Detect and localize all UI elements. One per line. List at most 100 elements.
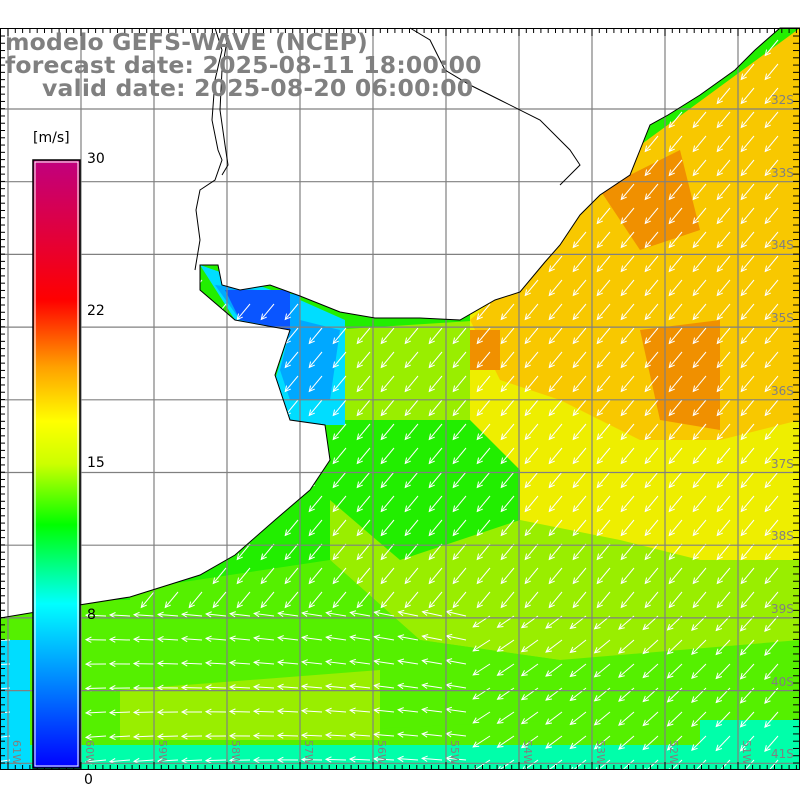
wind-arrow	[500, 567, 515, 585]
wind-arrow	[572, 495, 587, 513]
wind-arrow	[212, 567, 227, 585]
wind-arrow	[308, 567, 323, 585]
border-line-2	[409, 27, 581, 186]
wind-arrow	[692, 567, 707, 585]
wind-arrow	[668, 303, 683, 321]
wind-arrow	[308, 375, 323, 393]
longitude-label: 53W	[594, 740, 607, 765]
latitude-label: 34S	[771, 238, 794, 253]
wind-arrow	[325, 610, 347, 617]
wind-arrow	[500, 471, 515, 489]
wind-arrow	[204, 635, 227, 642]
wind-arrow	[404, 591, 419, 609]
wind-arrow	[620, 471, 635, 489]
wind-arrow	[180, 708, 203, 716]
title-valid-date: valid date: 2025-08-20 06:00:00	[42, 74, 474, 102]
wind-arrow	[716, 159, 731, 177]
wind-arrow	[668, 423, 683, 441]
wind-arrow	[692, 519, 707, 537]
wind-arrow	[180, 611, 203, 618]
wind-arrow	[764, 303, 779, 321]
wind-arrow	[572, 303, 587, 321]
wind-arrow	[180, 684, 203, 691]
wind-arrow	[716, 327, 731, 345]
wind-arrow	[108, 733, 131, 741]
wind-arrow	[524, 423, 539, 441]
wind-arrow	[476, 423, 491, 441]
wind-arrow	[716, 567, 731, 585]
wind-arrow	[156, 635, 179, 643]
wind-arrow	[356, 543, 371, 561]
wind-arrow	[644, 375, 659, 393]
wind-arrow	[668, 135, 683, 153]
wind-arrow	[740, 279, 755, 297]
colorbar-unit: [m/s]	[33, 130, 70, 146]
wind-arrow	[308, 351, 323, 369]
wind-arrow	[284, 567, 299, 585]
wind-arrow	[476, 447, 491, 465]
wind-arrow	[300, 756, 323, 763]
longitude-label: 60W	[83, 740, 96, 765]
wind-arrow	[452, 375, 467, 393]
wind-arrow	[740, 255, 755, 273]
wind-arrow	[716, 423, 731, 441]
wind-arrow	[692, 135, 707, 153]
wind-arrow	[620, 279, 635, 297]
wind-arrow	[644, 447, 659, 465]
wind-arrow	[500, 351, 515, 369]
wind-arrow	[373, 634, 395, 641]
wind-arrow	[740, 351, 755, 369]
wind-arrow	[308, 495, 323, 513]
wind-arrow	[348, 731, 371, 739]
wind-arrow	[644, 183, 659, 201]
wind-arrow	[84, 660, 107, 668]
wind-arrow	[620, 447, 635, 465]
wind-arrow	[380, 495, 395, 513]
wind-arrow	[476, 303, 491, 321]
wind-arrow	[620, 423, 635, 441]
wind-arrow	[380, 471, 395, 489]
wind-arrow	[644, 543, 659, 561]
wind-arrow	[572, 567, 587, 585]
wind-arrow	[740, 423, 755, 441]
wind-arrow	[572, 327, 587, 345]
wind-arrow	[692, 591, 707, 609]
wind-arrow	[284, 375, 299, 393]
wind-arrow	[308, 399, 323, 417]
wind-arrow	[428, 447, 443, 465]
wind-arrow	[716, 111, 731, 129]
wind-arrow	[572, 279, 587, 297]
wind-arrow	[668, 183, 683, 201]
longitude-label: 55W	[448, 740, 461, 765]
wind-arrow	[620, 183, 635, 201]
wind-arrow	[252, 659, 275, 666]
wind-arrow	[644, 255, 659, 273]
wind-arrow	[666, 735, 683, 751]
wind-arrow	[520, 711, 539, 725]
colorbar-tick-22: 22	[87, 303, 105, 319]
wind-arrow	[716, 183, 731, 201]
wind-arrow	[452, 495, 467, 513]
wind-arrow	[253, 610, 275, 618]
wind-arrow	[740, 543, 755, 561]
wind-arrow	[668, 399, 683, 417]
wind-arrow	[252, 683, 275, 691]
wind-arrow	[596, 495, 611, 513]
wind-arrow	[596, 471, 611, 489]
wind-arrow	[325, 683, 347, 690]
wind-arrow	[572, 255, 587, 273]
wind-arrow	[716, 207, 731, 225]
wind-arrow	[380, 591, 395, 609]
colorbar-tick-8: 8	[87, 607, 96, 623]
wind-arrow	[764, 519, 779, 537]
wind-arrow	[644, 495, 659, 513]
wind-arrow	[764, 639, 779, 656]
wind-arrow	[84, 636, 107, 643]
wind-arrow	[228, 635, 251, 642]
wind-arrow	[108, 612, 131, 619]
wind-arrow	[740, 495, 755, 513]
wind-arrow	[452, 447, 467, 465]
title-model: modelo GEFS-WAVE (NCEP)	[5, 28, 368, 56]
wind-arrow	[620, 543, 635, 561]
wind-arrow	[668, 231, 683, 249]
